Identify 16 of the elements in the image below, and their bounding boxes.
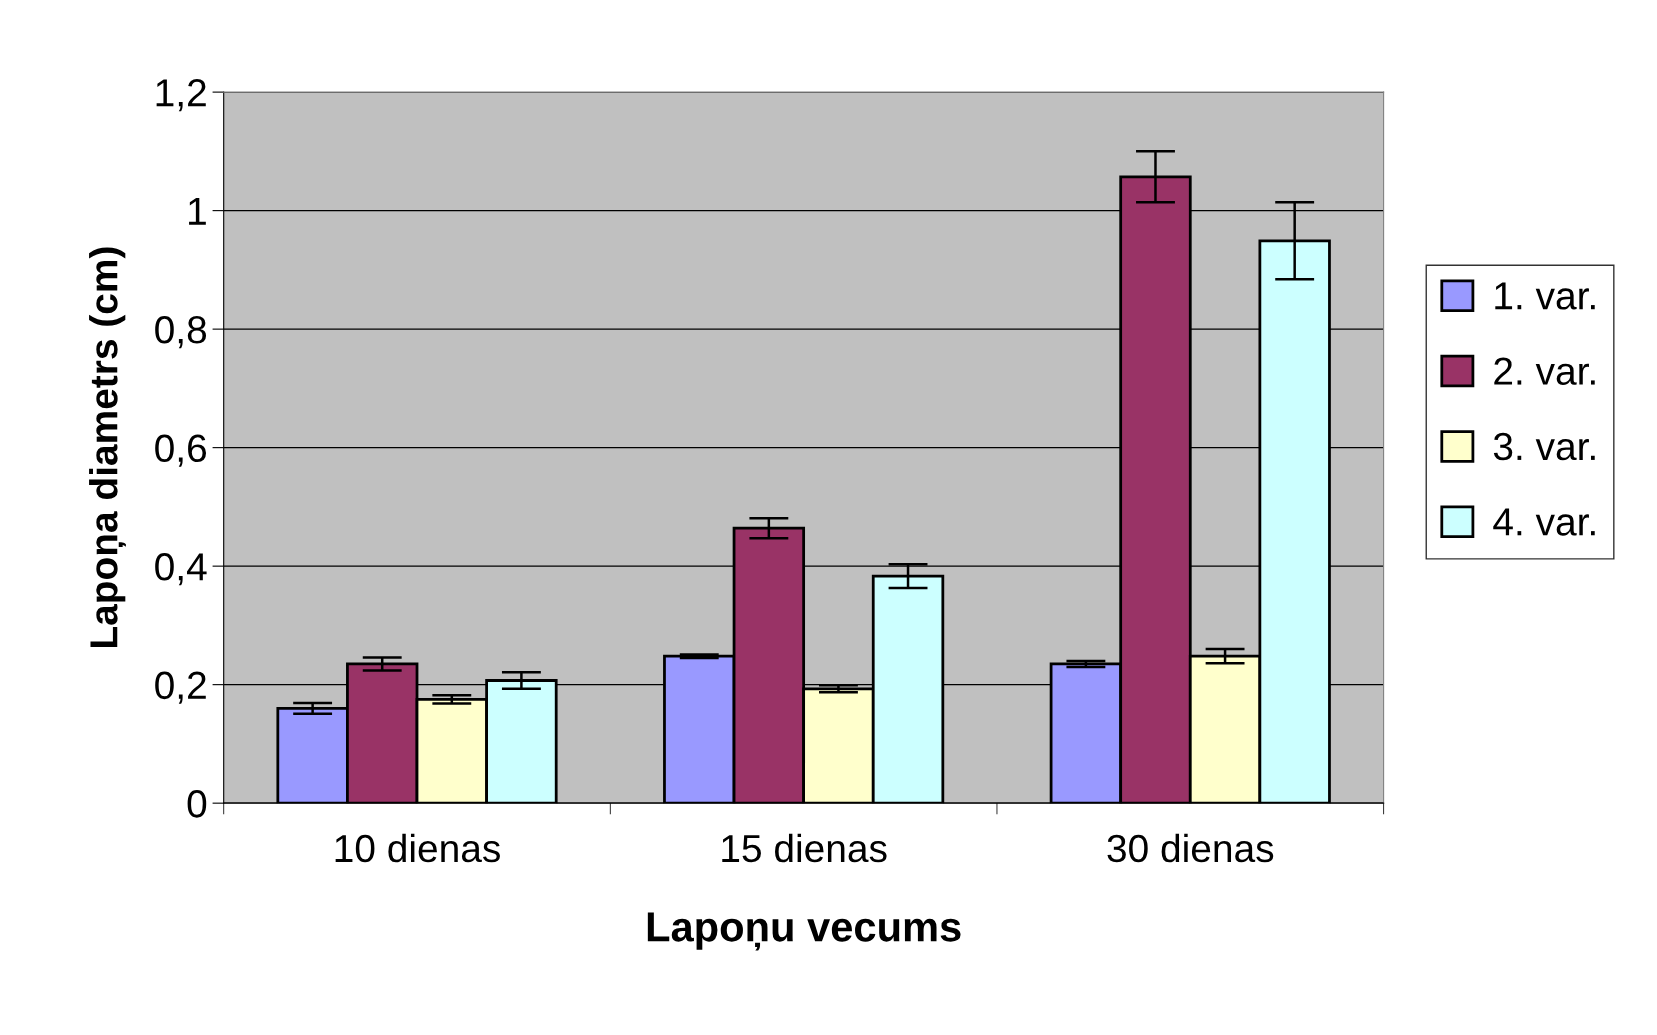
y-tick-label: 0,2 — [155, 671, 206, 704]
legend-label: 2. var. — [1494, 357, 1595, 385]
y-axis-title: Lapoņa diametrs (cm) — [89, 247, 126, 648]
legend-label: 1. var. — [1495, 282, 1595, 310]
y-tick-label: 1,2 — [156, 79, 206, 112]
y-tick-label: 0,6 — [155, 434, 207, 467]
x-axis-title: Lapoņu vecums — [647, 912, 961, 951]
legend-label: 3. var. — [1493, 432, 1595, 461]
x-tick-label: 10 dienas — [335, 833, 500, 863]
legend-label: 4. var. — [1493, 508, 1595, 536]
y-tick-label: 0 — [187, 790, 207, 818]
y-tick-label: 1 — [189, 197, 206, 225]
y-tick-label: 0,8 — [155, 316, 207, 349]
y-tick-label: 0,4 — [155, 553, 207, 586]
x-tick-label: 30 dienas — [1107, 833, 1274, 863]
x-tick-label: 15 dienas — [722, 833, 887, 863]
